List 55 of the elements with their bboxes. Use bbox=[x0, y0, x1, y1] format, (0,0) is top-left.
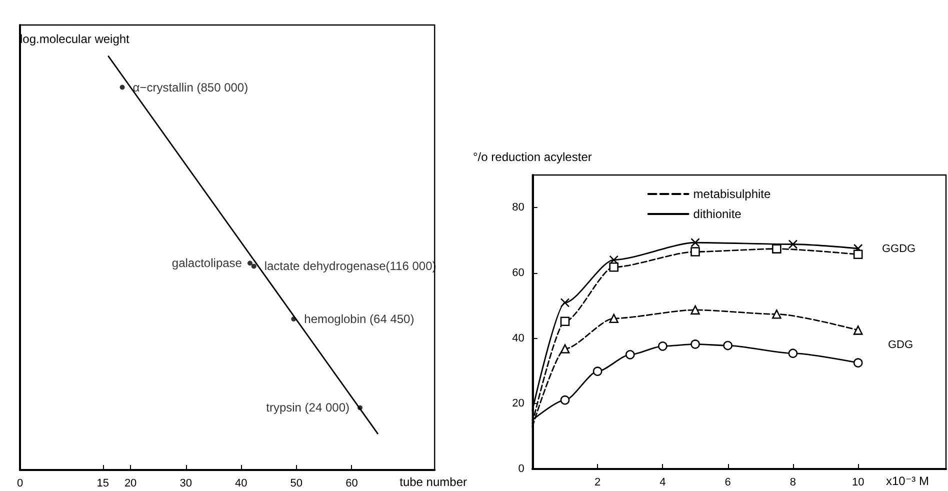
point bbox=[690, 340, 700, 349]
y-tick-label: 80 bbox=[512, 202, 524, 214]
x-tick-label: 15 bbox=[96, 478, 110, 490]
y-tick-label: 20 bbox=[512, 398, 524, 410]
point bbox=[247, 260, 252, 266]
point bbox=[723, 340, 732, 350]
y-tick-label: 60 bbox=[512, 267, 524, 279]
x-tick-label: 10 bbox=[852, 476, 864, 488]
annotation: GDG bbox=[888, 339, 914, 351]
point bbox=[690, 247, 700, 256]
point bbox=[690, 238, 700, 248]
x-tick-label: 20 bbox=[124, 478, 137, 490]
annotation: galactolipase bbox=[172, 256, 242, 270]
point bbox=[560, 298, 570, 308]
y-axis-title: log.molecular weight bbox=[20, 32, 130, 46]
point bbox=[560, 344, 570, 354]
point bbox=[560, 395, 570, 405]
x-tick-label: 8 bbox=[790, 476, 796, 488]
x-tick-label: 6 bbox=[724, 476, 731, 488]
point bbox=[788, 240, 798, 249]
point bbox=[560, 316, 570, 326]
x-tick-label: 2 bbox=[594, 476, 601, 488]
point bbox=[251, 264, 256, 269]
point bbox=[609, 262, 618, 272]
x-axis-title: tube number bbox=[400, 475, 468, 489]
x-tick-label: 4 bbox=[660, 476, 666, 488]
point bbox=[658, 342, 668, 351]
point bbox=[291, 316, 296, 322]
point bbox=[609, 314, 618, 324]
x-tick-label: 0 bbox=[16, 478, 24, 490]
point bbox=[357, 405, 362, 410]
point bbox=[625, 350, 635, 360]
y-axis-title: °/o reduction acylester bbox=[473, 150, 592, 164]
point bbox=[592, 366, 602, 376]
x-tick-label: 40 bbox=[235, 478, 248, 490]
point bbox=[772, 310, 782, 319]
x-tick-label: 50 bbox=[290, 478, 303, 490]
y-tick-label: 40 bbox=[512, 332, 524, 344]
data-label: trypsin (24 000) bbox=[266, 400, 350, 415]
data-label: α−crystallin (850 000) bbox=[132, 80, 248, 94]
data-label: hemoglobin (64 450) bbox=[304, 312, 414, 326]
x-axis-title: x10⁻³ M bbox=[886, 474, 930, 488]
annotation: GGDG bbox=[882, 243, 916, 255]
legend-label: metabisulphite bbox=[693, 187, 772, 201]
x-tick-label: 30 bbox=[180, 478, 192, 490]
point bbox=[120, 84, 125, 90]
legend-label: dithionite bbox=[693, 207, 742, 221]
point bbox=[853, 358, 863, 368]
y-tick-label: 0 bbox=[518, 463, 524, 475]
point bbox=[853, 250, 863, 260]
point bbox=[788, 348, 798, 358]
point bbox=[772, 244, 782, 254]
point bbox=[853, 326, 863, 335]
x-tick-label: 60 bbox=[346, 478, 358, 490]
point bbox=[690, 305, 700, 315]
